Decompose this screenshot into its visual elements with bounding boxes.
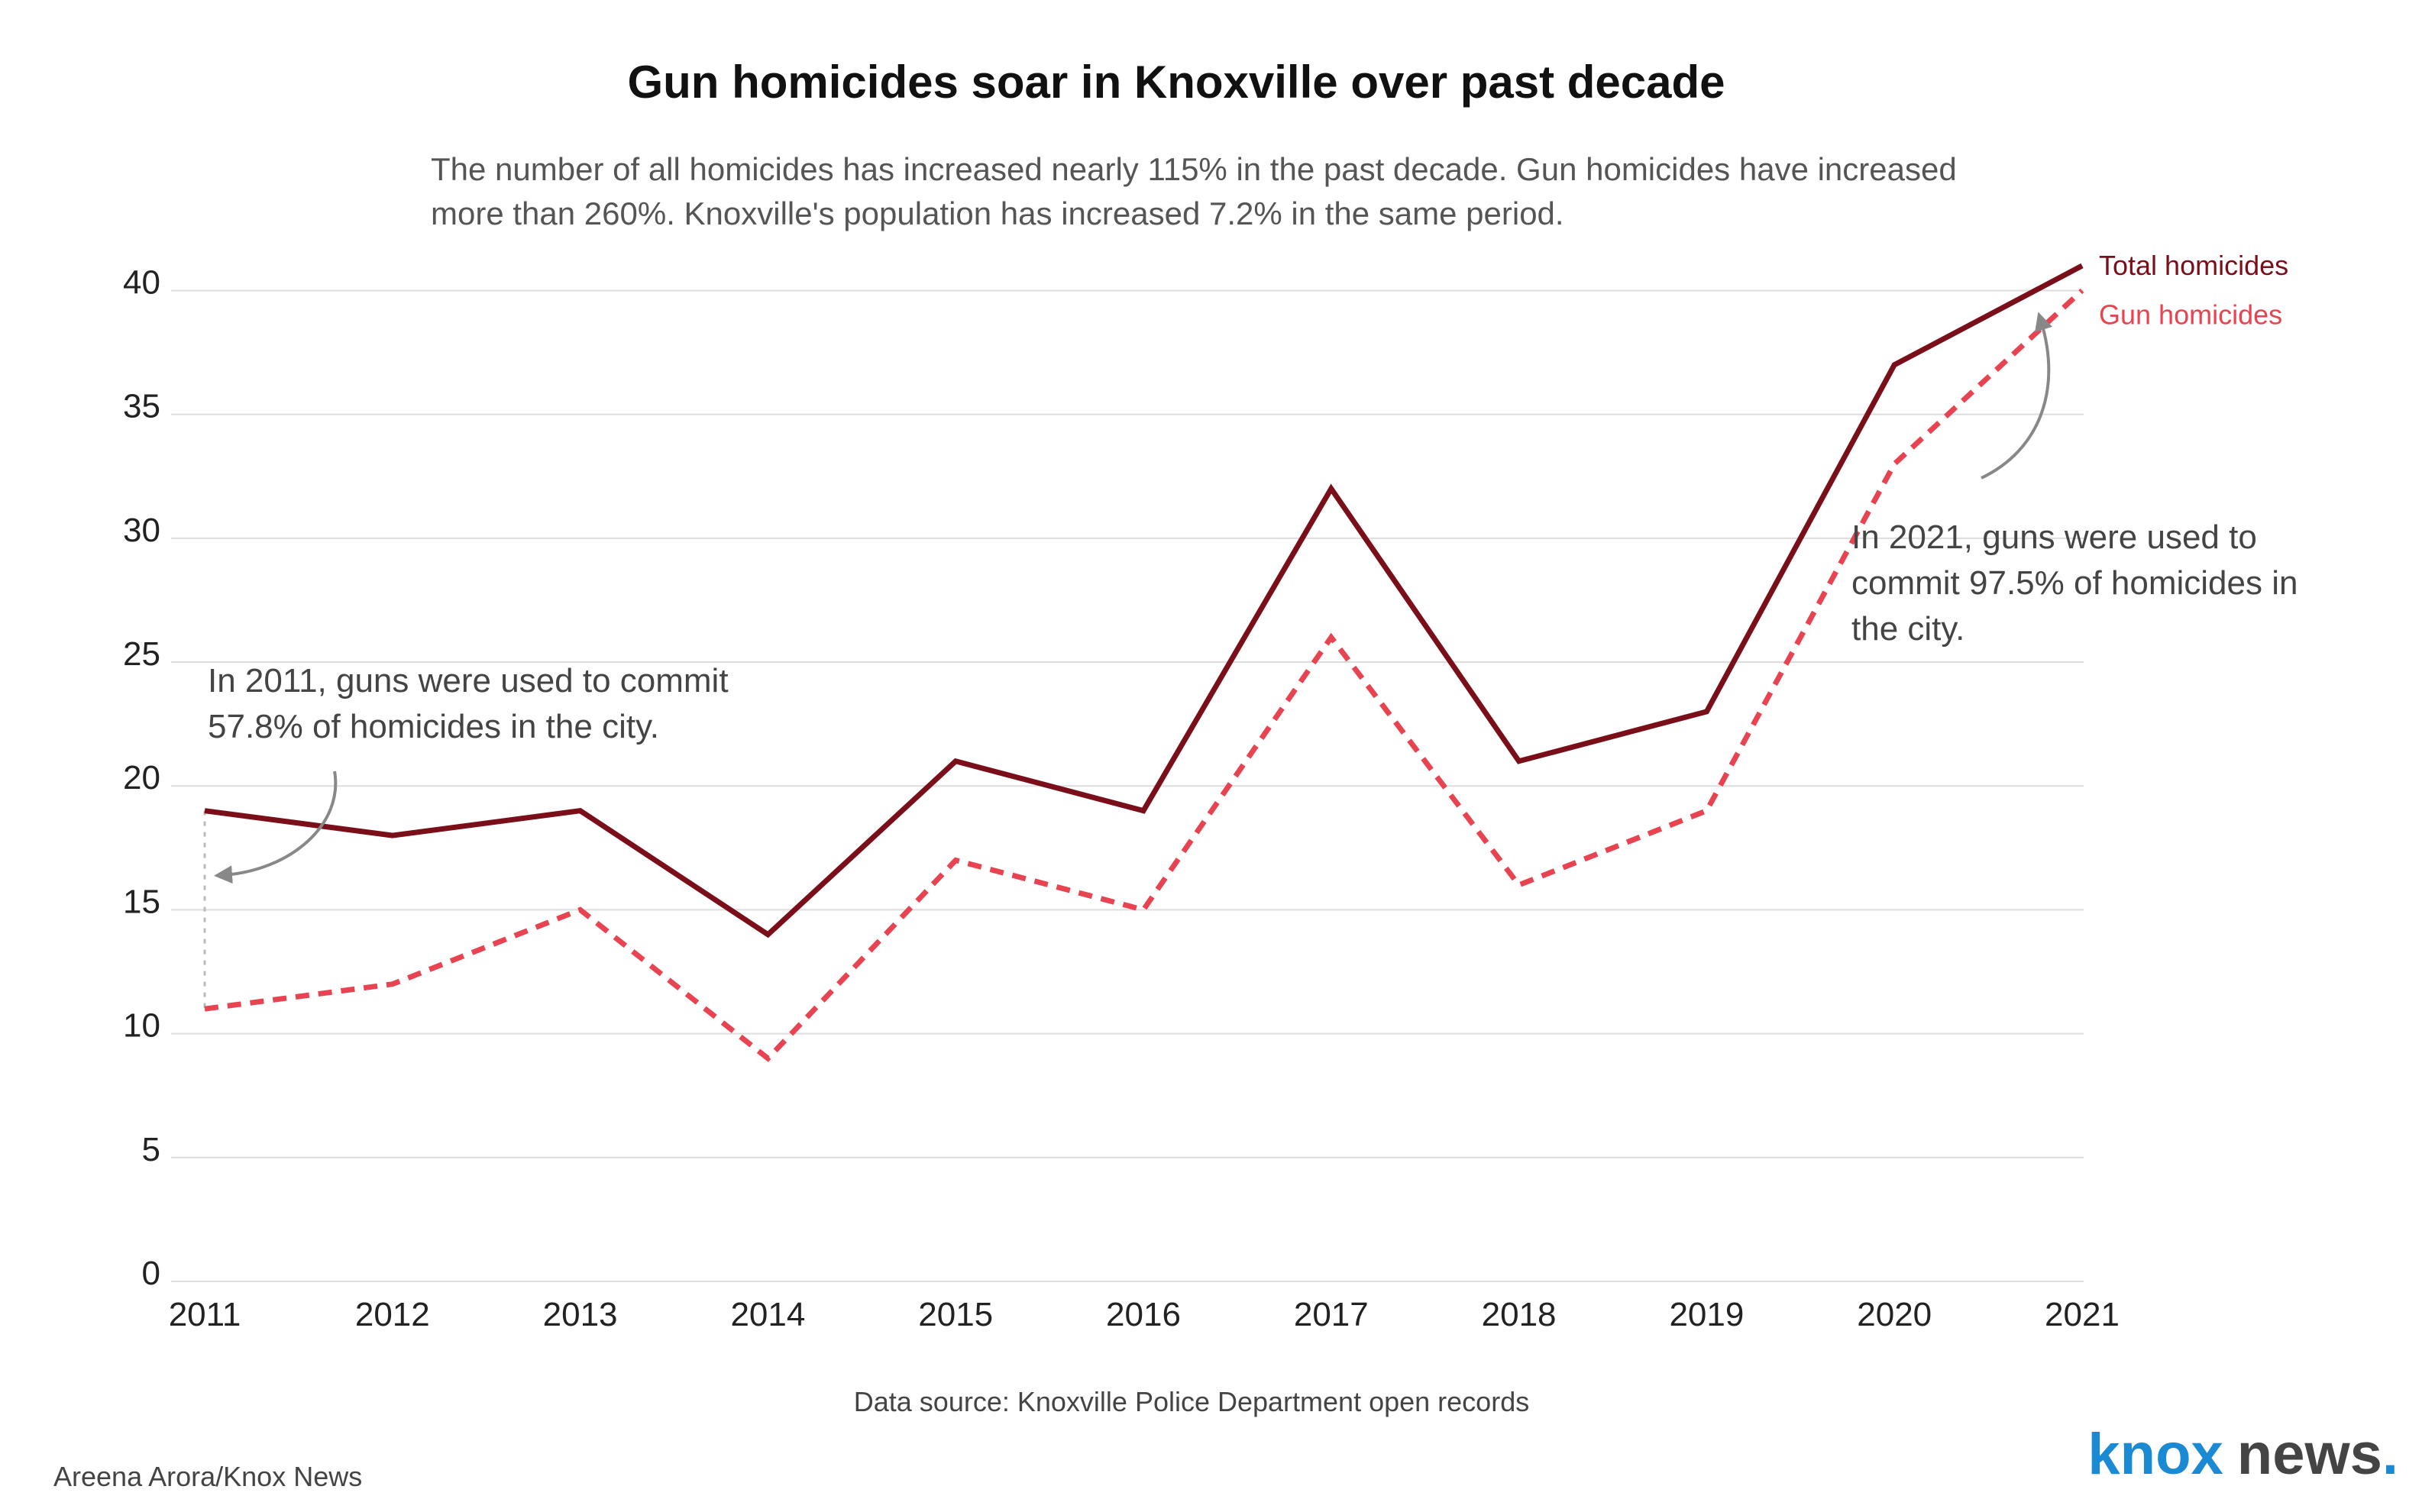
logo-word-news: news [2237, 1422, 2382, 1487]
annotation-2011-line-1: In 2011, guns were used to commit [208, 662, 729, 699]
chart-title: Gun homicides soar in Knoxville over pas… [627, 57, 1725, 108]
x-tick-label-2011: 2011 [169, 1296, 241, 1333]
annotation-2011-line-2: 57.8% of homicides in the city. [208, 708, 659, 745]
series-label-total-homicides: Total homicides [2099, 250, 2288, 281]
chart-subtitle-line-1: The number of all homicides has increase… [431, 151, 1957, 187]
y-tick-label-25: 25 [123, 635, 160, 673]
x-tick-label-2019: 2019 [1669, 1296, 1744, 1333]
x-tick-label-2013: 2013 [543, 1296, 618, 1333]
logo-word-knox: knox [2087, 1422, 2223, 1487]
annotation-2021-line-3: the city. [1851, 610, 1964, 648]
chart-subtitle-line-2: more than 260%. Knoxville's population h… [431, 195, 1564, 231]
y-tick-label-15: 15 [123, 883, 160, 920]
annotation-2011-arrow [214, 771, 338, 884]
y-tick-label-20: 20 [123, 759, 160, 796]
annotation-2021-line-1: In 2021, guns were used to [1851, 519, 2257, 556]
x-tick-label-2020: 2020 [1857, 1296, 1932, 1333]
data-source: Data source: Knoxville Police Department… [854, 1386, 1529, 1417]
y-tick-label-0: 0 [142, 1255, 160, 1292]
y-axis-ticks: 0 5 10 15 20 25 30 35 40 [123, 263, 160, 1292]
annotation-2021-arrow [1981, 312, 2053, 480]
grid-lines [171, 289, 2084, 1282]
annotation-2021-line-2: commit 97.5% of homicides in [1851, 564, 2298, 602]
x-tick-label-2012: 2012 [355, 1296, 430, 1333]
x-tick-label-2021: 2021 [2045, 1296, 2120, 1333]
y-tick-label-30: 30 [123, 512, 160, 549]
y-tick-label-5: 5 [142, 1131, 160, 1168]
x-tick-label-2015: 2015 [918, 1296, 993, 1333]
x-axis-ticks: 2011 2012 2013 2014 2015 2016 2017 2018 2019 2020… [169, 1296, 2120, 1333]
logo-dot: . [2382, 1422, 2398, 1487]
x-tick-label-2018: 2018 [1482, 1296, 1557, 1333]
x-tick-label-2014: 2014 [730, 1296, 805, 1333]
y-tick-label-10: 10 [123, 1007, 160, 1045]
series-line-gun-homicides [204, 288, 2084, 1062]
y-tick-label-40: 40 [123, 263, 160, 301]
series-line-total-homicides [204, 263, 2084, 939]
credit-byline: Areena Arora/Knox News [53, 1461, 362, 1492]
x-tick-label-2017: 2017 [1294, 1296, 1369, 1333]
x-tick-label-2016: 2016 [1106, 1296, 1181, 1333]
series-layer [204, 263, 2084, 1062]
knox-news-logo: knox news. [2087, 1422, 2398, 1487]
y-tick-label-35: 35 [123, 388, 160, 425]
series-label-gun-homicides: Gun homicides [2099, 299, 2282, 330]
